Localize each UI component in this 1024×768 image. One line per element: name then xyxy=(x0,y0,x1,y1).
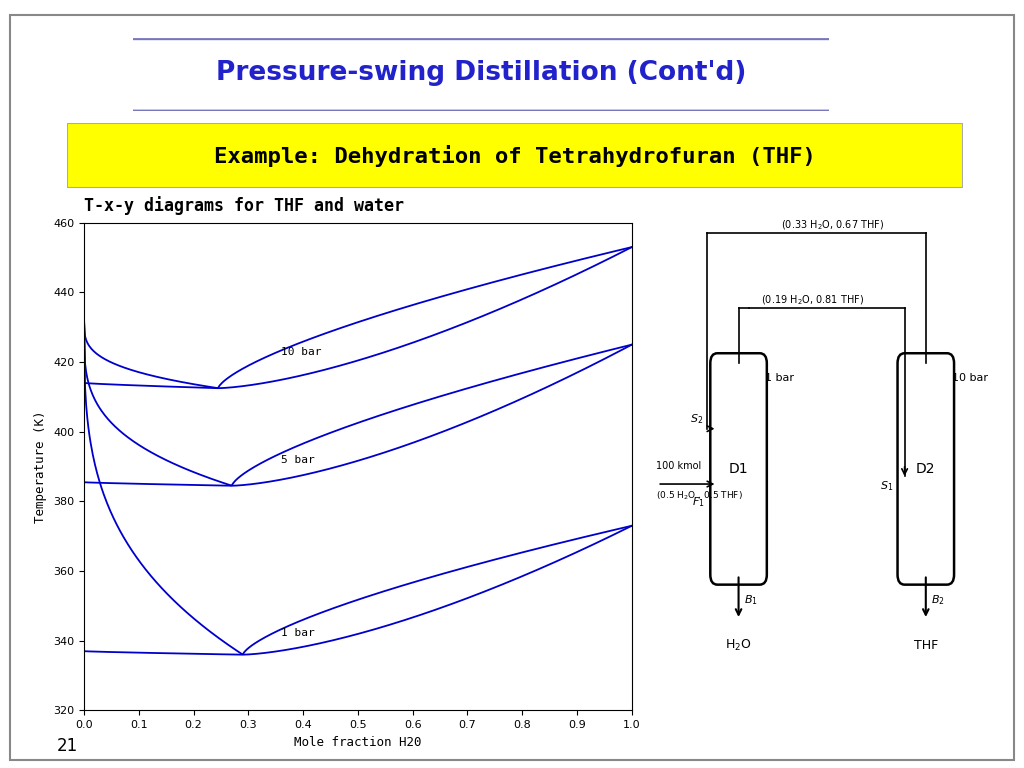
Text: $S_1$: $S_1$ xyxy=(881,480,894,494)
Text: $B_2$: $B_2$ xyxy=(931,593,945,607)
Text: (0.33 H$_2$O, 0.67 THF): (0.33 H$_2$O, 0.67 THF) xyxy=(780,218,884,232)
Text: 5 bar: 5 bar xyxy=(282,455,315,465)
FancyBboxPatch shape xyxy=(67,123,963,188)
Text: 1 bar: 1 bar xyxy=(765,373,794,383)
Text: (0.5 H$_2$O , 0.5 THF): (0.5 H$_2$O , 0.5 THF) xyxy=(655,489,742,502)
Text: 10 bar: 10 bar xyxy=(282,347,322,357)
Text: Example: Dehydration of Tetrahydrofuran (THF): Example: Dehydration of Tetrahydrofuran … xyxy=(214,144,815,167)
Text: $S_2$: $S_2$ xyxy=(689,412,702,425)
Text: H$_2$O: H$_2$O xyxy=(725,637,752,653)
FancyBboxPatch shape xyxy=(711,353,767,584)
Text: Pressure-swing Distillation (Cont'd): Pressure-swing Distillation (Cont'd) xyxy=(216,61,746,87)
Text: 1 bar: 1 bar xyxy=(282,627,315,637)
Text: (0.19 H$_2$O, 0.81 THF): (0.19 H$_2$O, 0.81 THF) xyxy=(761,293,864,307)
Text: D1: D1 xyxy=(729,462,749,476)
Text: 21: 21 xyxy=(56,737,78,755)
Text: 10 bar: 10 bar xyxy=(952,373,988,383)
Text: $F_1$: $F_1$ xyxy=(691,495,705,508)
X-axis label: Mole fraction H20: Mole fraction H20 xyxy=(294,736,422,749)
Text: THF: THF xyxy=(913,638,938,651)
Text: T-x-y diagrams for THF and water: T-x-y diagrams for THF and water xyxy=(84,196,403,215)
FancyBboxPatch shape xyxy=(897,353,954,584)
Y-axis label: Temperature (K): Temperature (K) xyxy=(35,410,47,523)
Text: 100 kmol: 100 kmol xyxy=(655,462,700,472)
Text: D2: D2 xyxy=(916,462,936,476)
Text: $B_1$: $B_1$ xyxy=(743,593,758,607)
FancyBboxPatch shape xyxy=(113,39,850,111)
